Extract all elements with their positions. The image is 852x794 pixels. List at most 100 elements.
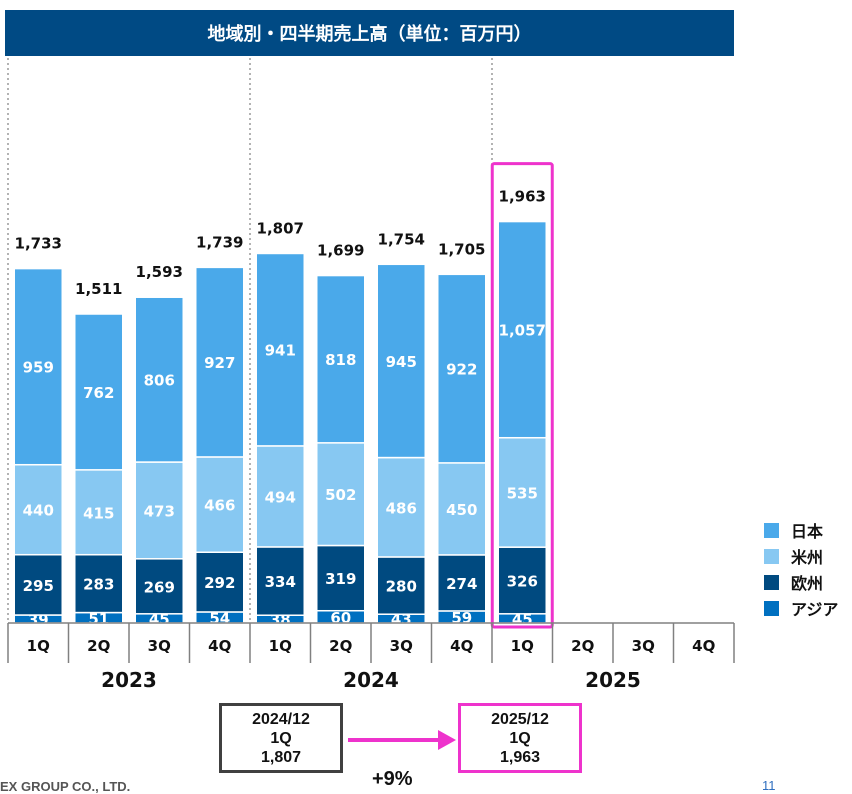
- chart-title-bar: 地域別・四半期売上高（単位：百万円）: [5, 10, 734, 56]
- quarter-label-2: 3Q: [148, 637, 171, 655]
- value-label-米州-4: 494: [265, 488, 296, 506]
- comparison-box-previous: 2024/12 1Q 1,807: [219, 703, 343, 773]
- legend-item-europe: 欧州: [764, 569, 838, 595]
- quarter-label-7: 4Q: [450, 637, 473, 655]
- total-label-5: 1,699: [317, 242, 364, 260]
- legend-swatch-japan: [764, 522, 779, 538]
- bar-segment-日本-8: [497, 220, 547, 439]
- bar-segment-欧州-3: [195, 551, 245, 613]
- page-number: 11: [762, 778, 776, 793]
- legend-swatch-americas: [764, 548, 779, 564]
- value-label-米州-5: 502: [325, 486, 356, 504]
- bar-segment-欧州-1: [74, 553, 124, 614]
- bar-segment-日本-5: [316, 274, 366, 444]
- total-label-6: 1,754: [378, 230, 425, 248]
- highlight-frame: [490, 162, 554, 629]
- quarter-label-5: 2Q: [329, 637, 352, 655]
- value-label-欧州-2: 269: [144, 578, 175, 596]
- year-label-2025: 2025: [585, 668, 641, 692]
- value-label-日本-5: 818: [325, 351, 356, 369]
- bar-segment-米州-0: [13, 463, 63, 556]
- quarter-label-11: 4Q: [692, 637, 715, 655]
- value-label-日本-7: 922: [446, 361, 477, 379]
- value-label-日本-2: 806: [144, 372, 175, 390]
- bar-segment-米州-1: [74, 469, 124, 556]
- quarter-label-9: 2Q: [571, 637, 594, 655]
- bar-segment-日本-1: [74, 313, 124, 471]
- value-label-欧州-7: 274: [446, 575, 477, 593]
- value-label-米州-1: 415: [83, 504, 114, 522]
- bar-segment-日本-7: [437, 273, 487, 464]
- value-label-米州-6: 486: [386, 499, 417, 517]
- value-label-アジア-2: 45: [149, 610, 170, 628]
- value-label-米州-0: 440: [23, 502, 54, 520]
- value-label-アジア-6: 43: [391, 611, 412, 629]
- bar-segment-日本-6: [376, 263, 426, 459]
- quarter-label-6: 3Q: [390, 637, 413, 655]
- quarter-label-4: 1Q: [269, 637, 292, 655]
- total-label-4: 1,807: [257, 219, 304, 237]
- chart-title: 地域別・四半期売上高（単位：百万円）: [207, 24, 532, 45]
- legend: 日本 米州 欧州 アジア: [764, 517, 838, 621]
- comparison-current-quarter: 1Q: [509, 729, 531, 747]
- bar-segment-米州-8: [497, 436, 547, 548]
- value-label-欧州-4: 334: [265, 573, 296, 591]
- value-label-アジア-8: 45: [512, 610, 533, 628]
- quarter-label-10: 3Q: [632, 637, 655, 655]
- quarter-label-3: 4Q: [208, 637, 231, 655]
- footer-company-name: EX GROUP CO., LTD.: [0, 779, 131, 794]
- total-label-1: 1,511: [75, 280, 122, 298]
- value-label-日本-4: 941: [265, 342, 296, 360]
- legend-swatch-europe: [764, 574, 779, 590]
- bar-segment-日本-2: [134, 296, 184, 463]
- bar-segment-日本-3: [195, 266, 245, 458]
- quarter-label-1: 2Q: [87, 637, 110, 655]
- comparison-arrow-icon: [348, 730, 456, 750]
- value-label-欧州-0: 295: [23, 577, 54, 595]
- comparison-box-current: 2025/12 1Q 1,963: [458, 703, 582, 773]
- total-label-7: 1,705: [438, 240, 485, 258]
- legend-label-americas: 米州: [791, 548, 824, 567]
- legend-label-japan: 日本: [791, 522, 824, 541]
- total-label-3: 1,739: [196, 233, 243, 251]
- value-label-欧州-3: 292: [204, 574, 235, 592]
- value-label-米州-2: 473: [144, 502, 175, 520]
- value-label-欧州-1: 283: [83, 576, 114, 594]
- value-label-日本-1: 762: [83, 384, 114, 402]
- legend-label-asia: アジア: [791, 600, 839, 619]
- value-label-米州-3: 466: [204, 497, 235, 515]
- value-label-米州-8: 535: [507, 484, 538, 502]
- year-label-2023: 2023: [101, 668, 157, 692]
- bar-segment-日本-4: [255, 252, 305, 447]
- bar-segment-欧州-4: [255, 546, 305, 616]
- legend-item-japan: 日本: [764, 517, 838, 543]
- total-label-0: 1,733: [15, 235, 62, 253]
- comparison-current-value: 1,963: [499, 748, 541, 766]
- value-label-日本-3: 927: [204, 354, 235, 372]
- total-label-8: 1,963: [499, 188, 546, 206]
- legend-label-europe: 欧州: [791, 574, 824, 593]
- comparison-previous-value: 1,807: [260, 748, 302, 766]
- legend-item-americas: 米州: [764, 543, 838, 569]
- year-label-2024: 2024: [343, 668, 399, 692]
- value-label-日本-0: 959: [23, 359, 54, 377]
- stacked-bar-chart: 392954409591,733512834157621,51145269473…: [7, 58, 735, 692]
- value-label-日本-6: 945: [386, 353, 417, 371]
- comparison-previous-period: 2024/12: [252, 710, 310, 728]
- quarter-label-0: 1Q: [27, 637, 50, 655]
- comparison-previous-quarter: 1Q: [270, 729, 292, 747]
- bar-segment-日本-0: [13, 267, 63, 466]
- bar-segment-米州-3: [195, 456, 245, 553]
- bar-segment-欧州-2: [134, 558, 184, 615]
- bar-segment-欧州-6: [376, 556, 426, 615]
- value-label-欧州-8: 326: [507, 572, 538, 590]
- legend-swatch-asia: [764, 600, 779, 616]
- bar-segment-米州-5: [316, 442, 366, 547]
- value-label-米州-7: 450: [446, 501, 477, 519]
- growth-rate: +9%: [372, 768, 413, 790]
- comparison-current-period: 2025/12: [491, 710, 549, 728]
- bar-segment-米州-7: [437, 462, 487, 556]
- legend-item-asia: アジア: [764, 595, 838, 621]
- total-label-2: 1,593: [136, 263, 183, 281]
